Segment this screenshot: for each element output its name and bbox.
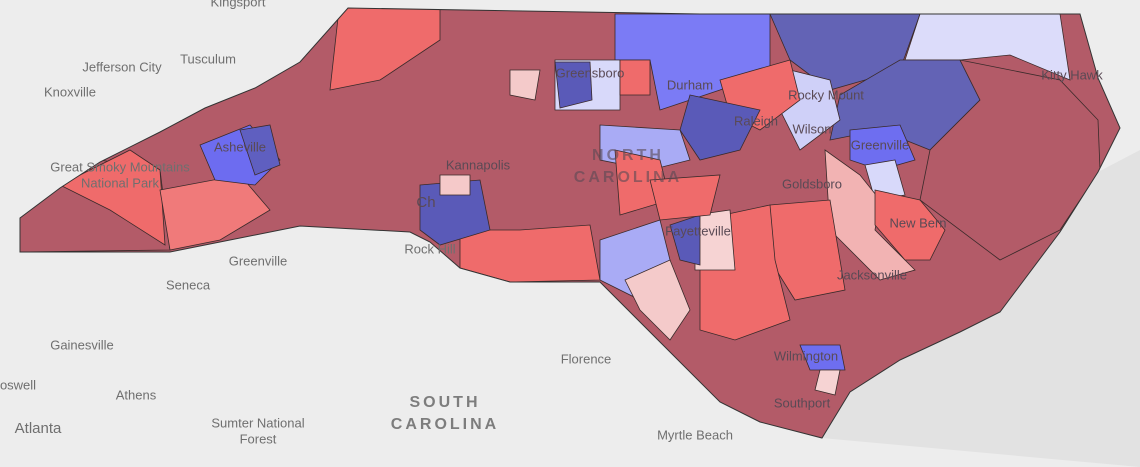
place-label: Rock Hill [404,241,455,256]
district [59,149,166,246]
district [619,59,651,96]
place-label: Southport [774,395,831,410]
district [624,259,691,341]
place-label: Tusculum [180,51,236,66]
place-label: Greenville [851,137,910,152]
district [694,209,736,271]
district [814,369,841,396]
place-label: Kitty Hawk [1041,67,1103,82]
ocean [822,150,1140,467]
place-label: Greenville [229,253,288,268]
state-label: SOUTH [410,394,481,411]
district [669,214,701,266]
district [919,59,1101,261]
place-label: Seneca [166,277,211,292]
place-label: Asheville [214,139,266,154]
place-label: Raleigh [734,113,778,128]
place-label: Kannapolis [446,157,511,172]
district [649,174,721,221]
place-label: Wilson [792,121,831,136]
place-label: Greensboro [556,65,625,80]
district [439,174,471,196]
place-label: Wilmington [774,348,838,363]
district [554,61,593,109]
state-label: NORTH [592,147,664,164]
district [824,149,916,281]
place-label: Myrtle Beach [657,427,733,442]
place-label: Rocky Mount [788,87,864,102]
place-label: National Park [81,175,160,190]
place-label: Fayetteville [665,223,731,238]
state-label: CAROLINA [574,169,682,186]
place-label: Jacksonville [837,267,907,282]
place-label: oswell [0,377,36,392]
place-label: New Bern [889,215,946,230]
place-label: Knoxville [44,84,96,99]
district [679,94,761,161]
place-label: Florence [561,351,612,366]
district [329,8,441,91]
district [239,124,281,176]
place-label: Goldsboro [782,176,842,191]
place-label: Durham [667,77,713,92]
place-label: Gainesville [50,337,114,352]
place-label: Forest [240,431,277,446]
district [509,69,541,101]
district [849,124,916,171]
state-label: CAROLINA [391,416,499,433]
place-label: Atlanta [15,420,62,437]
place-label: Athens [116,387,157,402]
place-label: Kingsport [211,0,266,9]
place-label: Jefferson City [82,59,162,74]
place-label: Sumter National [211,415,304,430]
place-labels: Kingsport Tusculum Jefferson City Knoxvi… [0,0,1103,446]
district [799,344,846,371]
place-label: Ch [416,194,435,211]
place-label: Great Smoky Mountains [50,159,190,174]
